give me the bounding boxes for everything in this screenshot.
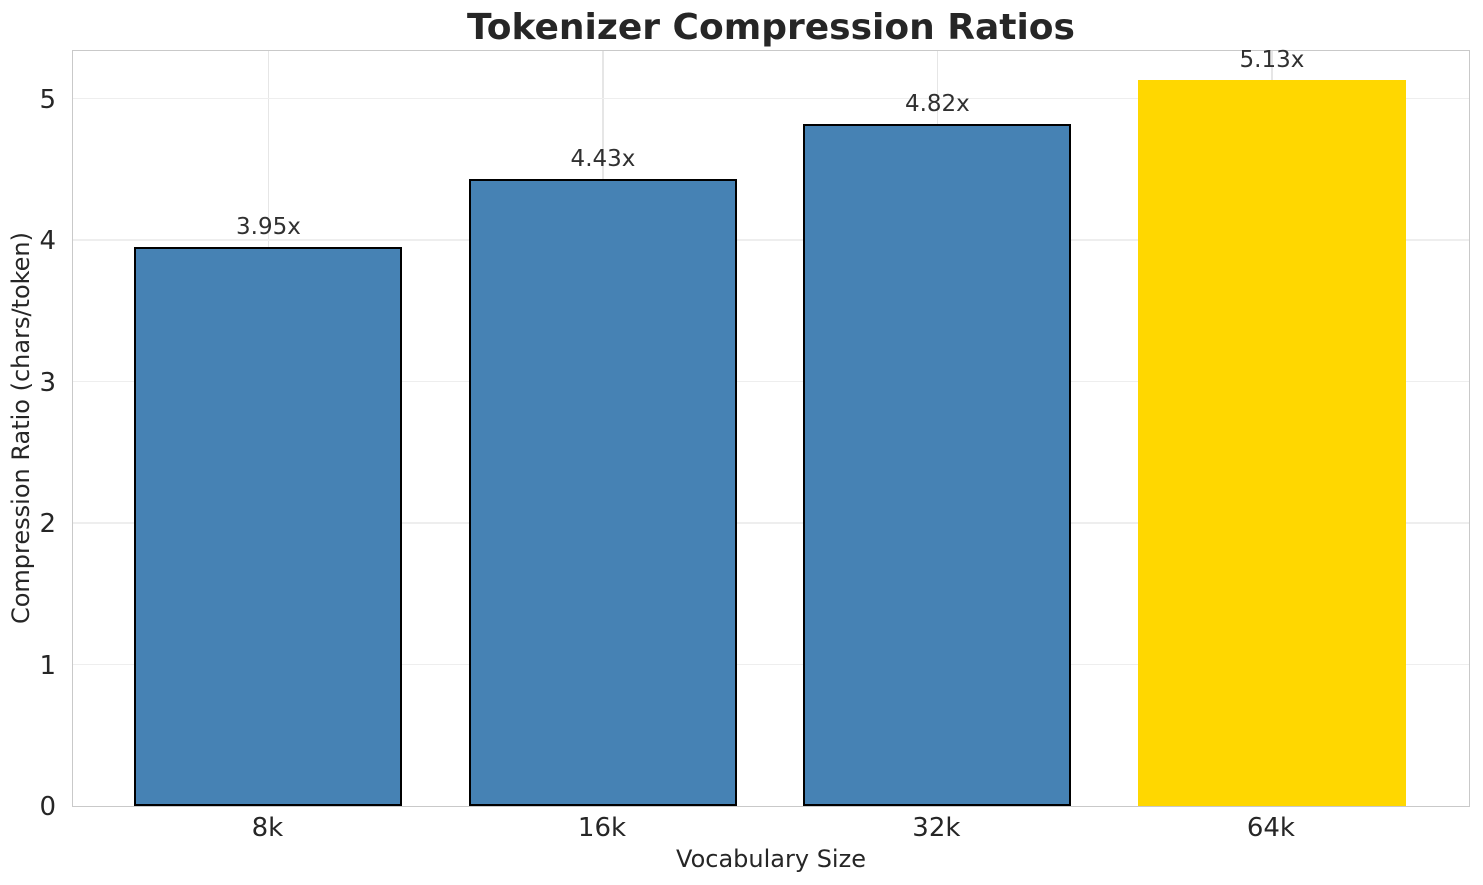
x-tick-label-16k: 16k	[577, 813, 627, 843]
y-tick-label: 0	[39, 792, 56, 822]
x-tick-label-64k: 64k	[1246, 813, 1295, 843]
gridline-horizontal	[73, 380, 1469, 383]
bar-16k	[468, 179, 737, 806]
x-axis-label: Vocabulary Size	[676, 845, 866, 873]
bar-value-label: 3.95x	[236, 214, 301, 241]
y-tick-label: 2	[39, 509, 56, 539]
gridline-horizontal	[73, 522, 1469, 524]
y-tick-label: 5	[39, 84, 56, 115]
gridline-horizontal	[73, 97, 1469, 100]
gridline-horizontal	[73, 663, 1469, 666]
y-tick-label: 1	[39, 650, 56, 681]
x-tick-label-8k: 8k	[251, 813, 284, 843]
y-tick-label: 3	[39, 367, 56, 398]
bar-32k	[803, 124, 1072, 806]
x-tick-label-32k: 32k	[912, 813, 961, 843]
bar-value-label: 4.82x	[904, 91, 970, 117]
bar-value-label: 4.43x	[570, 146, 636, 173]
bar-value-label: 5.13x	[1239, 47, 1305, 74]
y-axis-label: Compression Ratio (chars/token)	[7, 231, 35, 625]
bar-64k	[1137, 80, 1406, 806]
plot-area: 3.95x 4.43x 4.82x 5.13x	[72, 47, 1470, 807]
y-tick-label: 4	[39, 226, 56, 257]
chart-title: Tokenizer Compression Ratios	[467, 7, 1075, 48]
bar-8k	[134, 247, 403, 806]
gridline-horizontal	[73, 239, 1469, 241]
